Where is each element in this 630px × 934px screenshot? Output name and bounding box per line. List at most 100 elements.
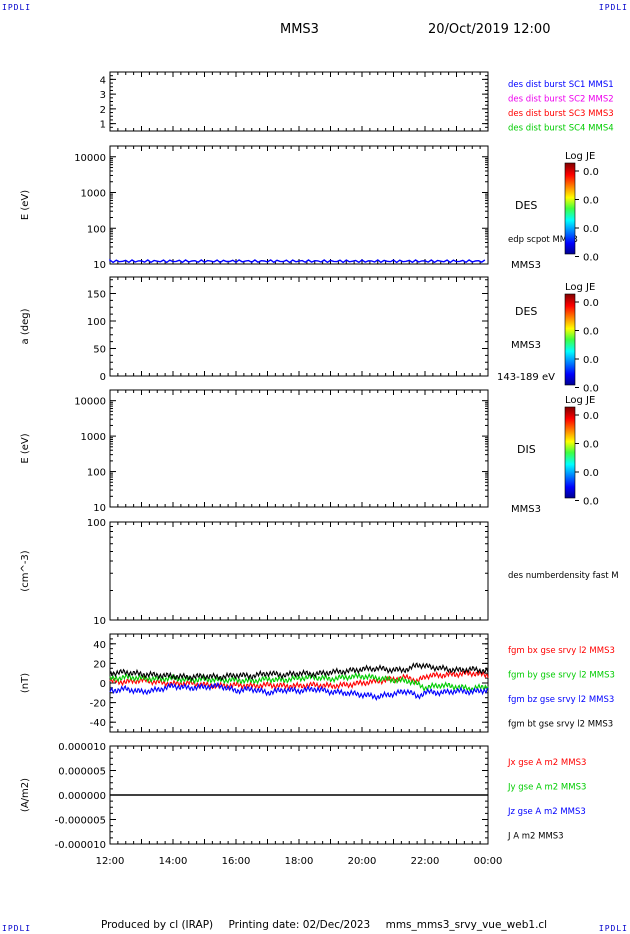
colorbar — [564, 162, 576, 255]
y-tick-label: 4 — [100, 75, 106, 86]
spacecraft-title: MMS3 — [280, 22, 319, 37]
colorbar-tick-label: 0.0 — [583, 224, 599, 235]
y-tick-label: 40 — [93, 640, 106, 651]
corner-label-top-right: IPDLI — [598, 3, 628, 12]
density-frame — [109, 521, 489, 621]
colorbar-tick-label: 0.0 — [583, 440, 599, 451]
colorbar-tick-label: 0.0 — [583, 196, 599, 207]
time-tick-label: 12:00 — [96, 856, 125, 867]
panel-side-label: DES — [515, 305, 537, 318]
series-line — [109, 669, 489, 691]
y-tick-label: 3 — [100, 90, 106, 101]
legend-entry: Jx gse A m2 MMS3 — [507, 758, 586, 768]
y-tick-label: 10000 — [74, 153, 106, 164]
colorbar-tick-label: 0.0 — [583, 468, 599, 479]
datetime-title: 20/Oct/2019 12:00 — [428, 22, 551, 37]
y-tick-label: 100 — [87, 468, 106, 479]
y-tick-label: 20 — [93, 659, 106, 670]
series-line — [109, 681, 489, 701]
y-tick-label: -40 — [90, 718, 106, 729]
legend-entry: Jy gse A m2 MMS3 — [507, 783, 586, 793]
time-tick-label: 00:00 — [474, 856, 503, 867]
y-tick-label: 0.000000 — [58, 791, 106, 802]
corner-label-bottom-right: IPDLI — [598, 924, 628, 933]
des-pitch-angle-ylabel: a (deg) — [20, 308, 31, 344]
y-tick-label: 1000 — [81, 189, 106, 200]
legend-entry: des dist burst SC1 MMS1 — [508, 80, 614, 90]
y-tick-label: -0.000010 — [55, 840, 106, 851]
time-tick-label: 14:00 — [159, 856, 188, 867]
footer-printing-date: Printing date: 02/Dec/2023 — [228, 919, 371, 931]
footer: Produced by cl (IRAP) Printing date: 02/… — [101, 919, 559, 931]
legend-entry: fgm bt gse srvy l2 MMS3 — [508, 720, 613, 730]
panel-side-label: edp scpot MMS3 — [508, 235, 578, 245]
legend-entry: des numberdensity fast M — [508, 571, 619, 581]
corner-label-bottom-left: IPDLI — [2, 924, 32, 933]
colorbar-tick-label: 0.0 — [583, 411, 599, 422]
y-tick-label: 2 — [100, 105, 106, 116]
y-tick-label: 100 — [87, 224, 106, 235]
colorbar-title: Log JE — [565, 151, 595, 162]
colorbar — [564, 406, 576, 499]
current-density-ylabel: (A/m2) — [20, 778, 31, 812]
panel-side-label: 143-189 eV — [497, 372, 555, 383]
legend-entry: fgm by gse srvy l2 MMS3 — [508, 671, 615, 681]
panel-side-label: MMS3 — [511, 260, 541, 271]
y-tick-label: 100 — [87, 518, 106, 529]
colorbar-tick-label: 0.0 — [583, 497, 599, 508]
y-tick-label: 0.000005 — [58, 767, 106, 778]
footer-filename: mms_mms3_srvy_vue_web1.cl — [385, 919, 548, 931]
density-ylabel: (cm^-3) — [20, 550, 31, 591]
series-line — [110, 662, 489, 682]
des-energy-ylabel: E (eV) — [20, 190, 31, 220]
colorbar-tick-label: 0.0 — [583, 327, 599, 338]
dis-energy-frame — [109, 389, 489, 508]
y-tick-label: 0.000010 — [58, 742, 106, 753]
y-tick-label: 10 — [93, 503, 106, 514]
y-tick-label: -0.000005 — [55, 816, 106, 827]
panel-side-label: DES — [515, 199, 537, 212]
colorbar-tick-label: 0.0 — [583, 298, 599, 309]
y-tick-label: 1000 — [81, 432, 106, 443]
scpot-line — [109, 258, 486, 264]
y-tick-label: 150 — [87, 290, 106, 301]
legend-entry: des dist burst SC4 MMS4 — [508, 124, 614, 134]
series-line — [109, 671, 489, 693]
y-tick-label: 10000 — [74, 397, 106, 408]
footer-producer: Produced by cl (IRAP) — [101, 919, 214, 931]
panel-side-label: DIS — [517, 443, 536, 456]
time-tick-label: 16:00 — [222, 856, 251, 867]
y-tick-label: 0 — [100, 679, 106, 690]
time-tick-label: 20:00 — [348, 856, 377, 867]
panel-side-label: MMS3 — [511, 504, 541, 515]
time-tick-label: 18:00 — [285, 856, 314, 867]
des-energy-frame — [109, 145, 489, 265]
legend-entry: Jz gse A m2 MMS3 — [507, 807, 586, 817]
y-tick-label: 10 — [93, 260, 106, 271]
legend-entry: J A m2 MMS3 — [507, 832, 564, 842]
y-tick-label: 10 — [93, 616, 106, 627]
y-tick-label: 1 — [100, 120, 106, 131]
time-tick-label: 22:00 — [411, 856, 440, 867]
legend-entry: fgm bx gse srvy l2 MMS3 — [508, 646, 615, 656]
legend-entry: des dist burst SC2 MMS2 — [508, 95, 614, 105]
colorbar-title: Log JE — [565, 282, 595, 293]
legend-entry: fgm bz gse srvy l2 MMS3 — [508, 695, 614, 705]
colorbar-tick-label: 0.0 — [583, 384, 599, 395]
colorbar — [564, 293, 576, 386]
corner-label-top-left: IPDLI — [2, 3, 32, 12]
y-tick-label: 100 — [87, 317, 106, 328]
burst-availability-frame — [109, 71, 489, 132]
colorbar-title: Log JE — [565, 395, 595, 406]
colorbar-tick-label: 0.0 — [583, 253, 599, 264]
colorbar-tick-label: 0.0 — [583, 167, 599, 178]
dis-energy-ylabel: E (eV) — [20, 433, 31, 463]
legend-entry: des dist burst SC3 MMS3 — [508, 109, 614, 119]
y-tick-label: 0 — [100, 372, 106, 383]
panel-side-label: MMS3 — [511, 340, 541, 351]
y-tick-label: 50 — [93, 345, 106, 356]
magnetic-field-ylabel: (nT) — [20, 673, 31, 693]
colorbar-tick-label: 0.0 — [583, 355, 599, 366]
des-pitch-angle-frame — [109, 276, 489, 377]
